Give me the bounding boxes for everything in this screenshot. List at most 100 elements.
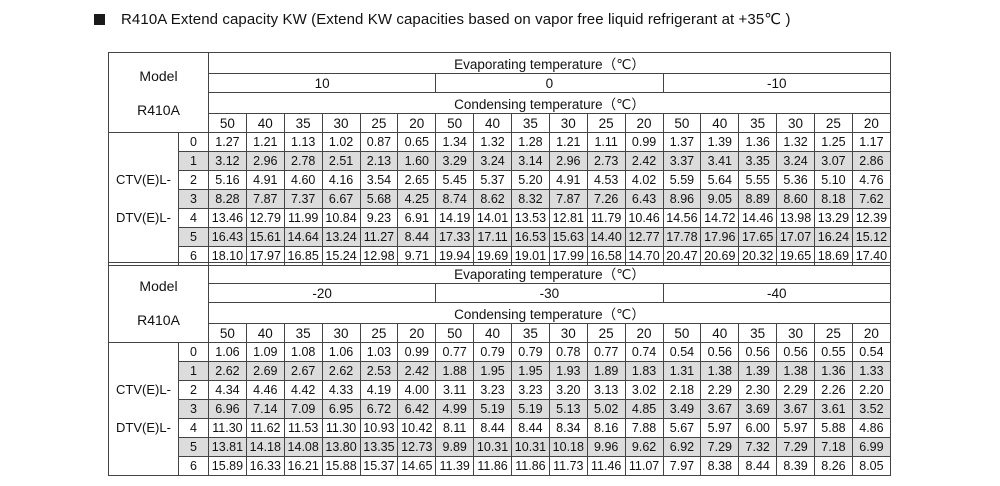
capacity-value: 8.32 (511, 189, 550, 209)
capacity-value: 14.72 (700, 208, 740, 228)
condensing-temperature: 35 (738, 323, 778, 343)
model-index: 6 (178, 246, 209, 266)
bullet-square-icon (94, 13, 105, 25)
capacity-value: 0.54 (851, 342, 891, 362)
cond-temps-row: 50 40 35 30 25 20 50 40 35 30 25 20 50 40 35 30 25 20 (109, 323, 891, 343)
capacity-value: 1.93 (548, 361, 588, 381)
model-label: Model (139, 67, 178, 84)
capacity-value: 6.95 (321, 399, 361, 419)
capacity-value: 2.65 (397, 170, 437, 190)
capacity-value: 4.33 (321, 380, 361, 400)
capacity-value: 14.64 (283, 227, 323, 247)
capacity-value: 0.77 (435, 342, 475, 362)
capacity-value: 10.31 (473, 437, 512, 457)
capacity-value: 0.55 (814, 342, 853, 362)
capacity-value: 1.06 (321, 342, 361, 362)
capacity-value: 11.53 (283, 418, 323, 438)
capacity-value: 15.24 (321, 246, 361, 266)
capacity-value: 7.29 (700, 437, 740, 457)
capacity-value: 1.17 (851, 132, 891, 152)
condensing-temperature: 20 (397, 113, 437, 133)
condensing-temperature: 40 (245, 323, 285, 343)
table-row: 5 16.43 15.61 14.64 13.24 11.27 8.44 17.33 17.11… (109, 227, 891, 247)
capacity-value: 12.39 (851, 208, 891, 228)
capacity-value: 0.99 (397, 342, 437, 362)
capacity-value: 3.24 (776, 151, 815, 171)
capacity-value: 8.18 (814, 189, 853, 209)
capacity-value: 11.86 (473, 456, 512, 476)
capacity-value: 8.89 (738, 189, 778, 209)
table-row: 1 3.12 2.96 2.78 2.51 2.13 1.60 3.29 3.24 3.14 2.9… (109, 151, 891, 171)
capacity-value: 2.26 (814, 380, 853, 400)
capacity-value: 9.89 (435, 437, 475, 457)
page-title: R410A Extend capacity KW (Extend KW capa… (121, 11, 791, 28)
series-label: CTV(E)L- (116, 172, 171, 187)
model-index: 2 (178, 380, 209, 400)
capacity-value: 2.29 (776, 380, 815, 400)
condensing-temperature: 50 (662, 323, 702, 343)
capacity-value: 16.33 (245, 456, 285, 476)
capacity-value: 11.86 (511, 456, 550, 476)
condensing-temperature: 50 (435, 113, 475, 133)
evap-header-row: Model R410A Evaporating temperature（℃） (108, 262, 891, 343)
condensing-temperature: 50 (208, 113, 247, 133)
capacity-value: 8.96 (662, 189, 702, 209)
capacity-value: 5.45 (435, 170, 475, 190)
capacity-value: 11.39 (435, 456, 475, 476)
capacity-value: 19.69 (473, 246, 512, 266)
capacity-value: 7.09 (283, 399, 323, 419)
capacity-value: 8.39 (776, 456, 815, 476)
capacity-value: 8.44 (473, 418, 512, 438)
capacity-value: 1.31 (662, 361, 702, 381)
capacity-value: 0.65 (397, 132, 437, 152)
capacity-value: 1.37 (662, 132, 702, 152)
capacity-value: 11.46 (586, 456, 626, 476)
capacity-value: 4.53 (586, 170, 626, 190)
capacity-value: 5.68 (359, 189, 399, 209)
capacity-value: 8.44 (738, 456, 778, 476)
capacity-value: 1.08 (283, 342, 323, 362)
table-row: 4 13.46 12.79 11.99 10.84 9.23 6.91 14.19 14.01 1… (109, 208, 891, 228)
capacity-value: 13.29 (814, 208, 853, 228)
condensing-temperature: 35 (738, 113, 778, 133)
capacity-value: 0.74 (624, 342, 664, 362)
capacity-value: 1.39 (700, 132, 740, 152)
condensing-temperature: 40 (473, 113, 512, 133)
capacity-value: 14.18 (245, 437, 285, 457)
capacity-value: 2.29 (700, 380, 740, 400)
capacity-value: 6.00 (738, 418, 778, 438)
model-label: Model (139, 277, 178, 294)
capacity-value: 13.98 (776, 208, 815, 228)
capacity-value: 7.97 (662, 456, 702, 476)
condensing-temperature: 30 (548, 113, 588, 133)
capacity-value: 3.67 (700, 399, 740, 419)
capacity-value: 16.58 (586, 246, 626, 266)
capacity-value: 5.88 (814, 418, 853, 438)
capacity-value: 2.20 (851, 380, 891, 400)
capacity-value: 17.78 (662, 227, 702, 247)
capacity-value: 2.86 (851, 151, 891, 171)
capacity-value: 8.44 (511, 418, 550, 438)
capacity-value: 2.62 (208, 361, 247, 381)
condensing-temperature: 40 (473, 323, 512, 343)
capacity-value: 3.24 (473, 151, 512, 171)
capacity-value: 11.62 (245, 418, 285, 438)
capacity-value: 12.73 (397, 437, 437, 457)
capacity-value: 2.42 (397, 361, 437, 381)
condensing-temperature: 50 (208, 323, 247, 343)
capacity-value: 0.79 (511, 342, 550, 362)
condensing-temperature: 25 (359, 113, 399, 133)
capacity-value: 14.19 (435, 208, 475, 228)
condensing-temperature: 25 (586, 323, 626, 343)
evap-header-row: Model R410A Evaporating temperature（℃） (108, 52, 891, 133)
evaporating-temperature: -40 (662, 283, 891, 303)
capacity-value: 6.42 (397, 399, 437, 419)
capacity-value: 16.43 (208, 227, 247, 247)
capacity-value: 1.89 (586, 361, 626, 381)
condensing-temperature: 20 (397, 323, 437, 343)
capacity-value: 5.97 (776, 418, 815, 438)
capacity-value: 19.94 (435, 246, 475, 266)
capacity-value: 12.79 (245, 208, 285, 228)
capacity-value: 2.67 (283, 361, 323, 381)
capacity-value: 6.92 (662, 437, 702, 457)
